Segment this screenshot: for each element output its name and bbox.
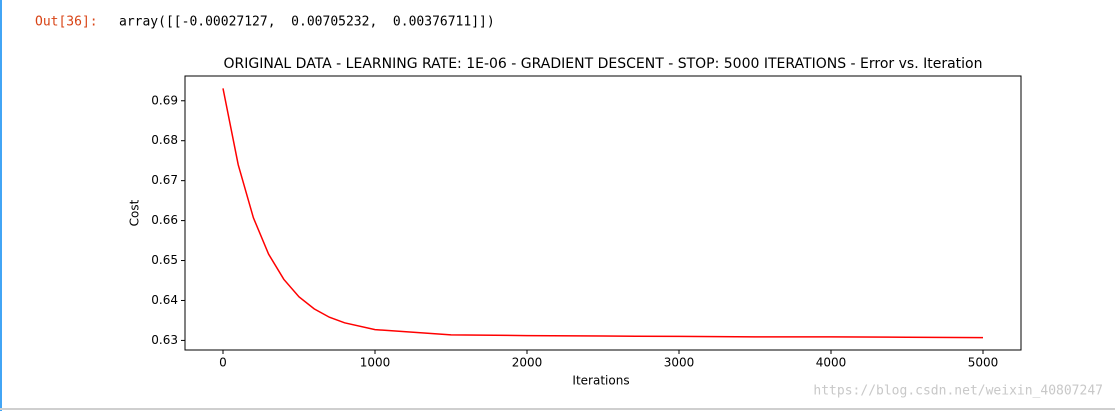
y-axis-label: Cost <box>128 199 142 226</box>
watermark: https://blog.csdn.net/weixin_40807247 <box>813 384 1103 399</box>
x-tick-label: 0 <box>219 356 227 370</box>
output-prompt: Out[36]: <box>35 15 98 30</box>
output-text: array([[-0.00027127, 0.00705232, 0.00376… <box>119 15 495 30</box>
x-axis-label: Iterations <box>572 374 629 388</box>
y-tick-label: 0.63 <box>151 333 178 347</box>
x-tick-label: 1000 <box>360 356 391 370</box>
x-tick-label: 2000 <box>512 356 543 370</box>
y-tick-label: 0.66 <box>151 213 178 227</box>
x-tick-label: 4000 <box>816 356 847 370</box>
y-tick-label: 0.69 <box>151 93 178 107</box>
y-tick-label: 0.68 <box>151 133 178 147</box>
y-tick-label: 0.67 <box>151 173 178 187</box>
y-tick-label: 0.65 <box>151 253 178 267</box>
line-series <box>222 88 984 339</box>
x-tick-label: 5000 <box>968 356 999 370</box>
chart-title: ORIGINAL DATA - LEARNING RATE: 1E-06 - G… <box>224 56 983 72</box>
y-tick-label: 0.64 <box>151 293 178 307</box>
x-tick-label: 3000 <box>664 356 695 370</box>
plot-frame <box>184 75 1022 351</box>
